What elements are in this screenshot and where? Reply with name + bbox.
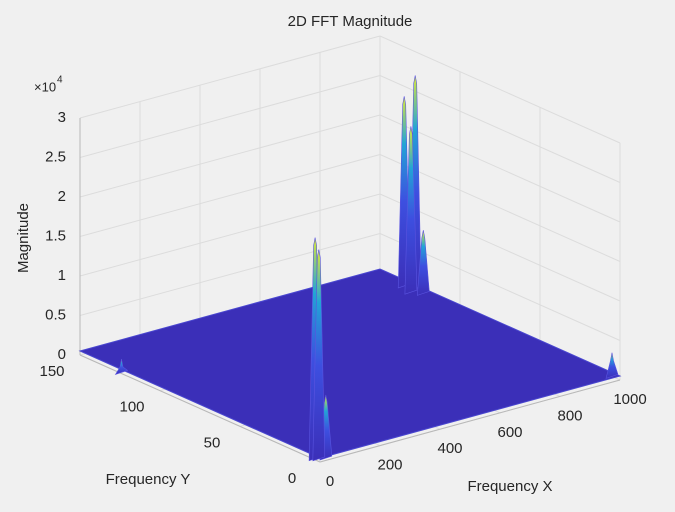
grid-line <box>79 233 381 316</box>
grid-line <box>79 35 381 119</box>
grid-line <box>79 193 381 277</box>
y-tick-label: 100 <box>119 399 144 416</box>
z-axis-label: Magnitude <box>15 203 32 273</box>
peak <box>114 358 129 375</box>
x-tick-label: 400 <box>437 440 462 457</box>
z-tick-label: 3 <box>58 109 66 126</box>
y-tick-label: 50 <box>204 434 221 451</box>
y-axis-label: Frequency Y <box>106 471 191 488</box>
x-axis-label: Frequency X <box>467 478 552 495</box>
y-tick-label: 0 <box>288 470 296 487</box>
grid-line <box>79 75 381 158</box>
peak <box>605 352 619 379</box>
y-tick-label: 150 <box>39 363 64 380</box>
z-tick-label: 1.5 <box>45 227 66 244</box>
x-tick-label: 0 <box>326 473 334 490</box>
grid-line <box>379 154 621 262</box>
z-exponent: 4 <box>57 75 63 86</box>
peak <box>416 230 430 296</box>
peak <box>312 249 326 462</box>
chart-title: 2D FFT Magnitude <box>288 13 413 30</box>
peak <box>404 126 418 295</box>
z-tick-label: 0.5 <box>45 306 66 323</box>
x-axis <box>319 379 621 463</box>
grid-line <box>379 75 621 183</box>
x-tick-label: 1000 <box>613 391 646 408</box>
z-tick-label: 2.5 <box>45 148 66 165</box>
x-tick-label: 600 <box>497 424 522 441</box>
z-multiplier: ×10 <box>34 79 56 94</box>
x-tick-label: 200 <box>377 457 402 474</box>
z-tick-label: 1 <box>58 267 66 284</box>
z-tick-label: 0 <box>58 346 66 363</box>
x-tick-label: 800 <box>557 407 582 424</box>
surface-floor <box>78 268 622 459</box>
grid-line <box>379 35 621 144</box>
grid-line <box>379 193 621 302</box>
z-tick-label: 2 <box>58 188 66 205</box>
grid-line <box>79 154 381 237</box>
grid-line <box>79 114 381 198</box>
grid-line <box>379 114 621 223</box>
